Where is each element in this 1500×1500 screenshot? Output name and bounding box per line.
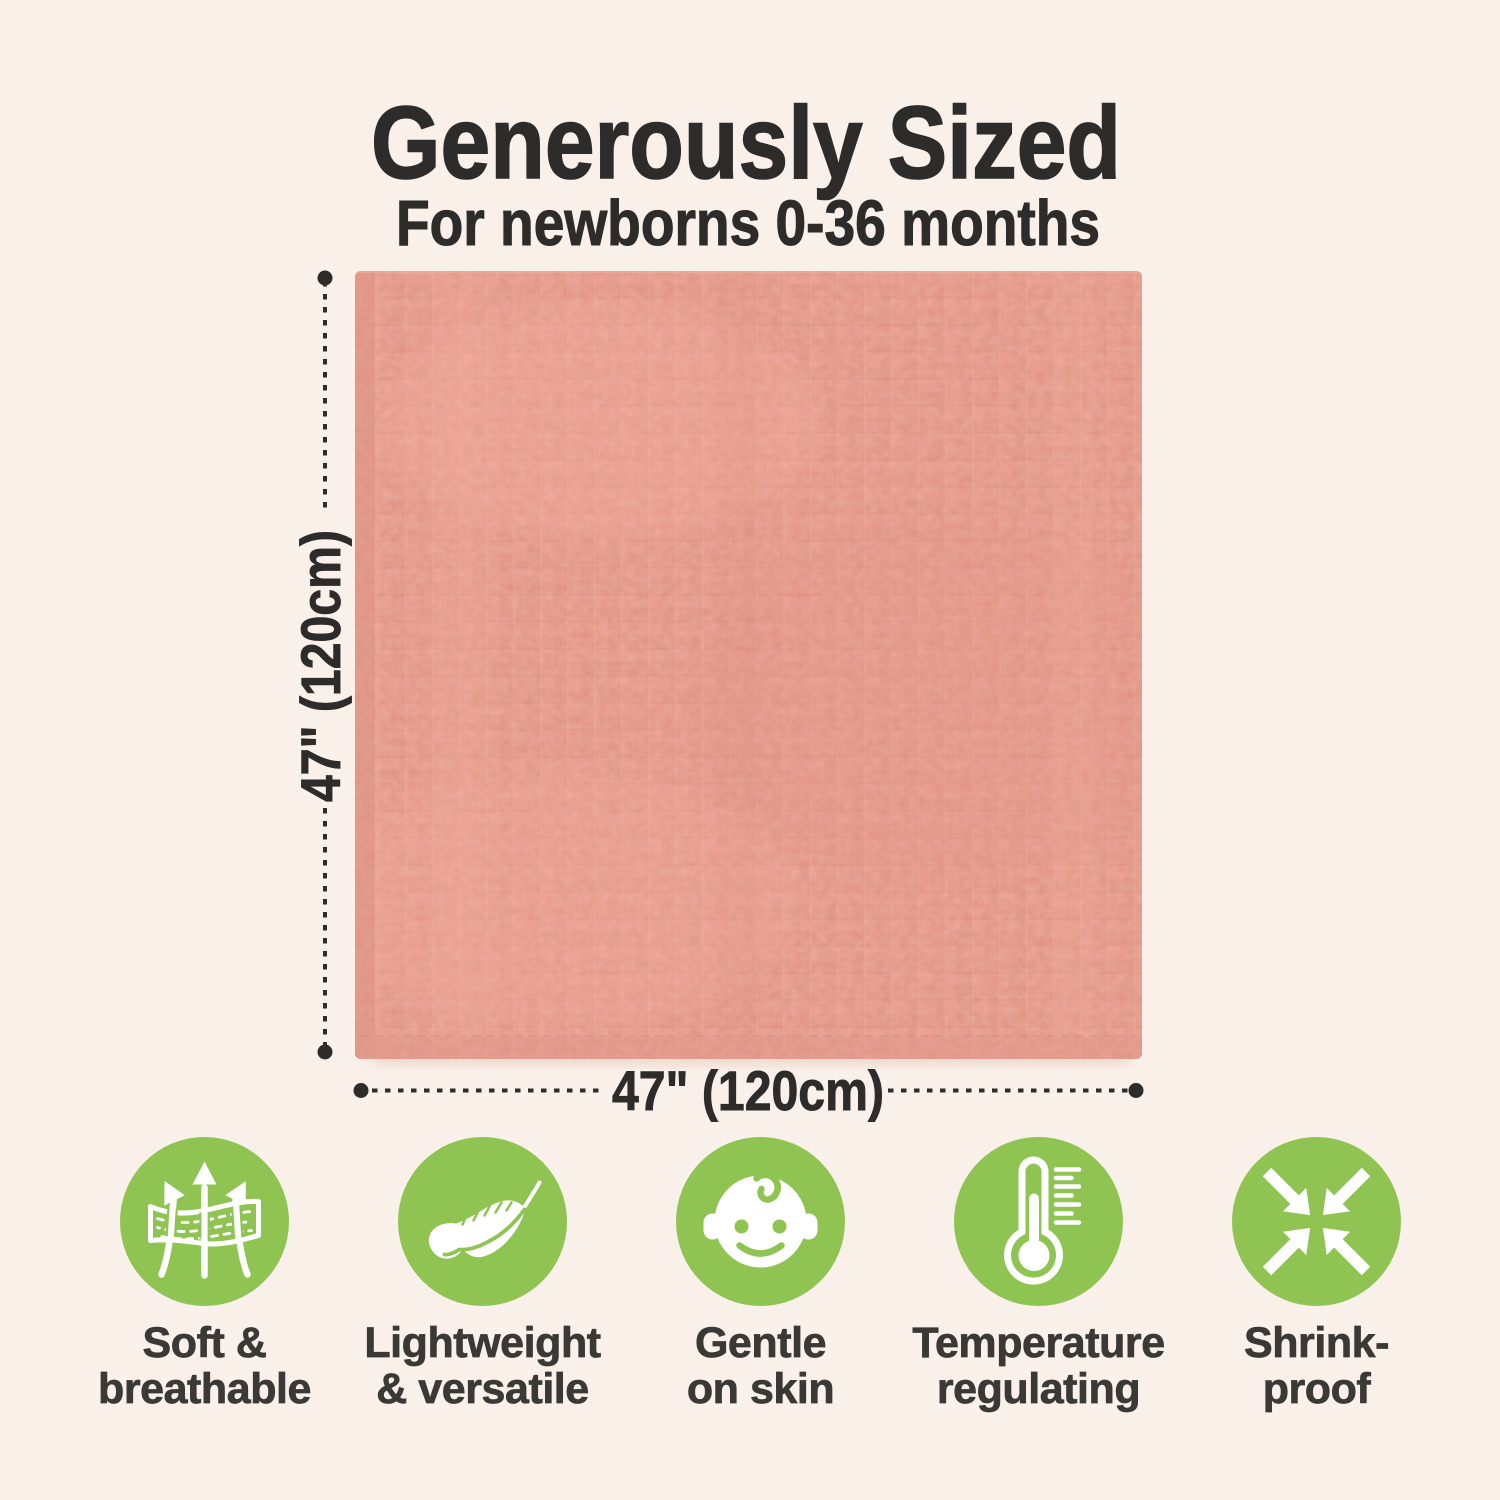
svg-text:Soft &: Soft & bbox=[143, 1319, 267, 1367]
svg-text:breathable: breathable bbox=[98, 1365, 311, 1413]
svg-text:Shrink-: Shrink- bbox=[1244, 1319, 1389, 1367]
svg-text:& versatile: & versatile bbox=[376, 1365, 589, 1413]
svg-text:on skin: on skin bbox=[687, 1365, 834, 1413]
svg-text:For newborns 0-36 months: For newborns 0-36 months bbox=[396, 187, 1100, 259]
svg-text:regulating: regulating bbox=[937, 1365, 1140, 1413]
svg-text:Gentle: Gentle bbox=[695, 1319, 826, 1367]
svg-text:Generously Sized: Generously Sized bbox=[371, 85, 1121, 200]
svg-text:Temperature: Temperature bbox=[912, 1319, 1164, 1367]
svg-text:Lightweight: Lightweight bbox=[364, 1319, 600, 1367]
svg-text:proof: proof bbox=[1263, 1365, 1372, 1413]
svg-text:47" (120cm): 47" (120cm) bbox=[612, 1059, 884, 1122]
svg-text:47" (120cm): 47" (120cm) bbox=[289, 530, 352, 802]
